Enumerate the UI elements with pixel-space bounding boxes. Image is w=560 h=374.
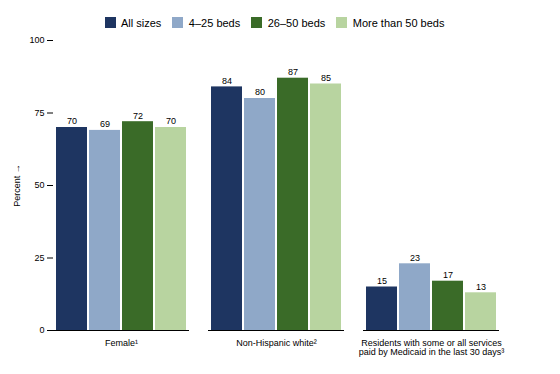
- html-text:More than 50 beds: More than 50 beds: [352, 16, 445, 29]
- svg-text:13: 13: [476, 282, 486, 292]
- svg-text:25: 25: [34, 253, 44, 263]
- html-text:26–50 beds: 26–50 beds: [267, 16, 326, 29]
- svg-text:50: 50: [34, 180, 44, 190]
- svg-text:23: 23: [410, 253, 420, 263]
- svg-text:87: 87: [288, 67, 298, 77]
- svg-text:Residents with some or all ser: Residents with some or all servicespaid …: [359, 338, 505, 357]
- svg-text:Female¹: Female¹: [105, 338, 138, 348]
- svg-text:75: 75: [34, 108, 44, 118]
- svg-text:70: 70: [166, 116, 176, 126]
- svg-text:85: 85: [321, 73, 331, 83]
- html-text:All sizes: All sizes: [121, 16, 162, 29]
- svg-text:72: 72: [133, 111, 143, 121]
- svg-text:Percent →: Percent →: [12, 164, 22, 207]
- svg-text:17: 17: [443, 270, 453, 280]
- svg-text:80: 80: [255, 87, 265, 97]
- svg-text:Non-Hispanic white²: Non-Hispanic white²: [236, 338, 317, 348]
- html-text:4–25 beds: 4–25 beds: [188, 16, 241, 29]
- svg-text:69: 69: [100, 119, 110, 129]
- svg-text:70: 70: [67, 116, 77, 126]
- svg-text:15: 15: [377, 276, 387, 286]
- svg-text:0: 0: [39, 325, 44, 335]
- svg-text:100: 100: [29, 35, 44, 45]
- svg-text:84: 84: [222, 76, 232, 86]
